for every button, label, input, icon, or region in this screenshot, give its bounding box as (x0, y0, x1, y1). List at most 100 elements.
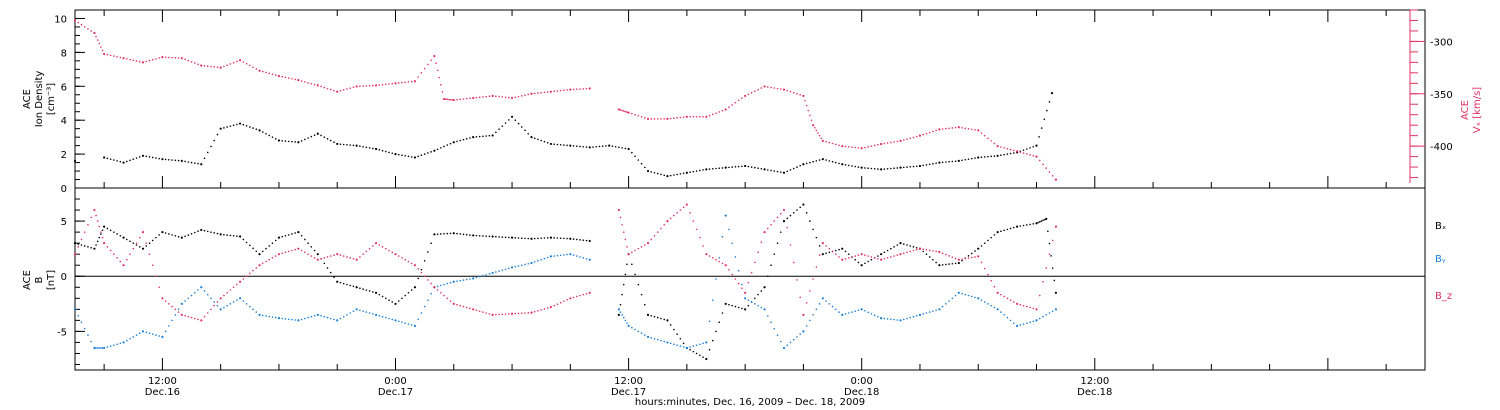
top-right-point (817, 132, 819, 134)
top-right-point (449, 98, 452, 101)
top-left-point (899, 166, 902, 169)
bottom-By-point (333, 318, 335, 321)
bottom-Bx-point (773, 253, 776, 255)
bottom-Bx-point (177, 235, 180, 238)
bottom-By-point (767, 314, 769, 317)
bottom-By-point (80, 321, 83, 324)
bottom-By-point (446, 282, 449, 285)
top-right-point (812, 124, 815, 127)
bottom-Bx-point (928, 256, 931, 258)
top-left-point (307, 137, 309, 139)
top-left-point (274, 138, 277, 140)
bottom-Bz-point (1022, 304, 1025, 307)
top-left-point (249, 126, 251, 128)
bottom-By-point (106, 346, 109, 348)
top-right-point (970, 128, 973, 131)
bottom-Bx-point (1047, 230, 1049, 233)
bottom-Bx-point (637, 283, 640, 286)
bottom-By-point (394, 319, 397, 322)
top-left-point (1043, 118, 1046, 121)
bottom-Bx-point (799, 206, 801, 209)
top-right-point (634, 113, 636, 116)
bottom-Bz-point (546, 307, 549, 309)
bottom-Bz-point (410, 262, 413, 265)
bottom-By-point (631, 326, 633, 329)
top-left-point (469, 137, 471, 139)
bottom-Bx-point (702, 356, 704, 358)
top-right-point (427, 63, 429, 66)
bottom-Bz-point (676, 212, 678, 214)
bottom-By-point (378, 314, 381, 317)
bottom-Bz-point (210, 308, 212, 311)
bottom-Bx-point (200, 228, 203, 232)
top-right-point (352, 86, 355, 89)
top-right-point (682, 116, 685, 118)
top-left-point (572, 145, 575, 147)
bottom-Bz-point (388, 249, 390, 252)
bottom-Bx-point (203, 229, 206, 232)
top-right-point (721, 109, 724, 112)
bottom-By-point (384, 316, 387, 319)
top-left-point (631, 151, 633, 154)
bottom-Bz-point (838, 256, 840, 258)
top-right-point (459, 98, 462, 101)
bottom-Bx-point (721, 312, 724, 314)
bottom-By-point (918, 313, 922, 316)
bottom-Bz-point (310, 255, 313, 257)
bottom-Bx-point (575, 238, 578, 241)
bottom-By-point (873, 314, 876, 317)
bottom-By-point (909, 316, 912, 319)
bottom-By-point (284, 318, 287, 320)
bottom-Bx-point (789, 214, 792, 217)
bottom-By-point (1013, 322, 1015, 324)
bottom-Bz-point (443, 294, 445, 297)
bottom-Bx-point (155, 236, 157, 239)
bottom-Bx-point (682, 342, 685, 345)
bottom-Bx-point (679, 337, 682, 340)
bottom-Bz-point (553, 304, 555, 307)
bottom-Bx-point (792, 212, 795, 214)
bottom-Bz-point (809, 290, 811, 292)
bottom-Bx-point (129, 240, 131, 243)
bottom-Bz-point (141, 231, 145, 234)
bottom-Bz-point (93, 208, 96, 212)
bottom-By-point (119, 342, 122, 345)
bottom-Bz-point (588, 291, 591, 294)
top-right-point (841, 145, 844, 148)
bottom-By-point (148, 332, 151, 335)
top-left-point (864, 167, 866, 169)
bottom-Bx-point (617, 313, 620, 316)
bottom-By-point (452, 280, 455, 283)
top-left-point (818, 159, 821, 161)
top-right-point (436, 69, 439, 72)
bottom-Bz-point (754, 261, 756, 264)
bottom-panel-frame (74, 187, 1426, 371)
bottom-Bx-point (294, 232, 296, 234)
top-left-point (109, 158, 112, 160)
bottom-By-point (948, 300, 950, 302)
bottom-By-point (1029, 321, 1031, 324)
top-left-point (728, 166, 730, 169)
bottom-Bx-point (643, 303, 646, 306)
bottom-Bz-point (1045, 267, 1048, 269)
bottom-By-point (912, 315, 915, 318)
bottom-By-point (368, 312, 371, 314)
bottom-By-point (896, 319, 899, 321)
top-right-point (540, 91, 542, 94)
bottom-Bz-point (420, 271, 423, 274)
bottom-Bx-point (210, 231, 212, 233)
bottom-Bz-point (352, 257, 355, 260)
top-right-point (820, 137, 823, 140)
top-right-point (291, 77, 293, 80)
bottom-Bx-point (145, 245, 148, 247)
bottom-By-point (779, 340, 782, 343)
bottom-By-point (304, 317, 306, 320)
bottom-Bz-point (828, 247, 831, 250)
top-right-point (932, 130, 934, 133)
bottom-By-point (619, 311, 622, 313)
bottom-By-point (508, 267, 510, 270)
bottom-Bz-point (841, 258, 844, 261)
bottom-Bz-point (715, 258, 717, 261)
bottom-Bz-point (957, 258, 960, 261)
top-left-point (219, 127, 222, 130)
